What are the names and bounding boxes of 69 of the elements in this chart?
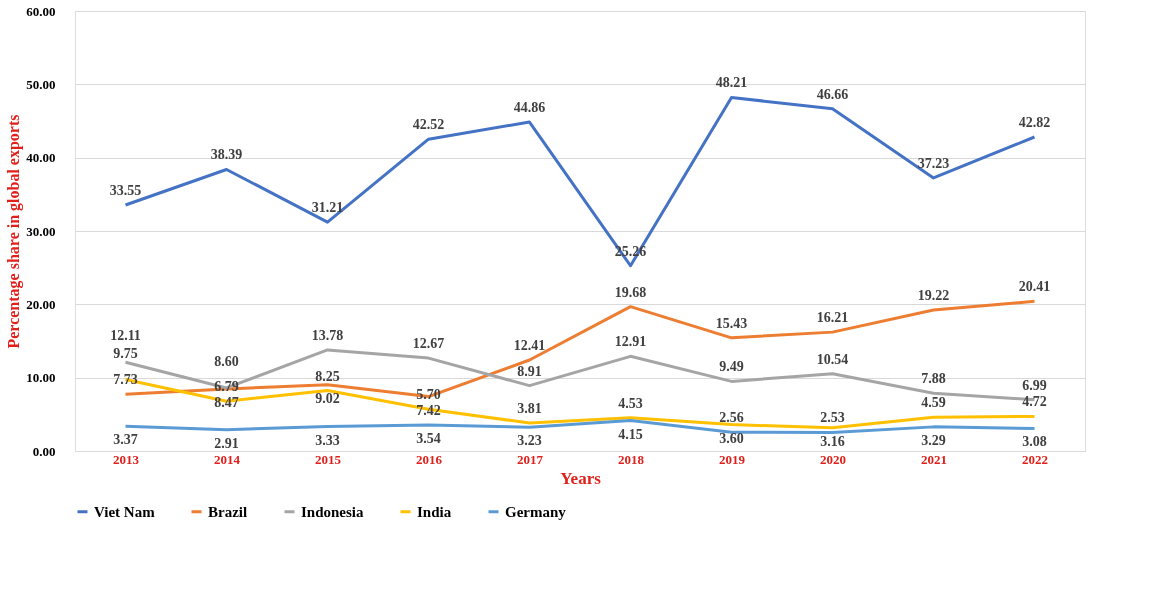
data-label: 15.43 bbox=[715, 315, 748, 331]
y-tick-label: 40.00 bbox=[26, 150, 56, 166]
x-tick-label: 2021 bbox=[921, 451, 947, 467]
data-label: 10.54 bbox=[816, 351, 849, 367]
data-label: 42.82 bbox=[1018, 114, 1051, 130]
y-axis-title: Percentage share in global exports bbox=[5, 114, 24, 349]
y-tick-label: 20.00 bbox=[26, 296, 56, 312]
data-label: 33.55 bbox=[109, 182, 142, 198]
legend-label: Germany bbox=[505, 503, 567, 520]
x-tick-label: 2014 bbox=[214, 451, 241, 467]
data-label: 2.53 bbox=[820, 410, 845, 426]
data-label: 13.78 bbox=[311, 327, 344, 343]
data-label: 3.29 bbox=[921, 432, 946, 448]
data-label: 3.23 bbox=[517, 433, 542, 449]
data-label: 4.72 bbox=[1022, 394, 1047, 410]
data-label: 3.08 bbox=[1022, 434, 1047, 450]
data-label: 4.15 bbox=[618, 426, 643, 442]
data-label: 6.99 bbox=[1022, 377, 1047, 393]
data-label: 3.16 bbox=[820, 433, 845, 449]
legend-label: Brazil bbox=[208, 503, 248, 520]
x-tick-label: 2015 bbox=[315, 451, 342, 467]
data-label: 12.67 bbox=[412, 336, 445, 352]
data-label: 3.37 bbox=[113, 432, 138, 448]
data-label: 44.86 bbox=[513, 100, 546, 116]
data-label: 8.60 bbox=[214, 353, 239, 369]
data-label: 20.41 bbox=[1018, 279, 1051, 295]
data-label: 7.73 bbox=[113, 372, 138, 388]
data-label: 16.21 bbox=[816, 310, 849, 326]
x-tick-label: 2013 bbox=[113, 451, 140, 467]
data-label: 37.23 bbox=[917, 155, 950, 171]
x-tick-label: 2016 bbox=[416, 451, 443, 467]
data-label: 3.54 bbox=[416, 431, 441, 447]
data-label: 12.41 bbox=[513, 337, 546, 353]
data-label: 19.22 bbox=[917, 288, 950, 304]
x-tick-label: 2019 bbox=[719, 451, 746, 467]
y-tick-label: 10.00 bbox=[26, 370, 56, 386]
x-tick-label: 2018 bbox=[618, 451, 645, 467]
data-label: 46.66 bbox=[816, 86, 849, 102]
y-tick-label: 30.00 bbox=[26, 223, 56, 239]
data-label: 2.56 bbox=[719, 410, 744, 426]
data-label: 48.21 bbox=[715, 75, 748, 91]
data-label: 38.39 bbox=[210, 147, 243, 163]
x-tick-label: 2022 bbox=[1022, 451, 1048, 467]
data-label: 7.88 bbox=[921, 371, 946, 387]
data-label: 19.68 bbox=[614, 284, 647, 300]
data-label: 8.91 bbox=[517, 363, 542, 379]
data-label: 9.75 bbox=[113, 345, 138, 361]
legend-label: Indonesia bbox=[301, 503, 365, 520]
data-label: 31.21 bbox=[311, 200, 344, 216]
x-axis-title: Years bbox=[560, 468, 602, 488]
data-label: 12.91 bbox=[614, 334, 647, 350]
data-label: 2.91 bbox=[214, 435, 239, 451]
y-tick-label: 60.00 bbox=[26, 3, 56, 19]
data-label: 3.60 bbox=[719, 430, 744, 446]
data-label: 4.59 bbox=[921, 395, 946, 411]
legend-label: Viet Nam bbox=[94, 503, 156, 520]
x-tick-label: 2020 bbox=[820, 451, 846, 467]
data-label: 9.49 bbox=[719, 359, 744, 375]
data-label: 3.33 bbox=[315, 432, 340, 448]
legend-label: India bbox=[417, 503, 452, 520]
data-label: 12.11 bbox=[110, 328, 141, 344]
data-label: 3.81 bbox=[517, 401, 542, 417]
data-label: 4.53 bbox=[618, 395, 643, 411]
data-label: 8.25 bbox=[315, 368, 340, 384]
x-tick-label: 2017 bbox=[517, 451, 544, 467]
data-label: 42.52 bbox=[412, 117, 445, 133]
y-tick-label: 50.00 bbox=[26, 76, 56, 92]
data-label: 9.02 bbox=[315, 390, 340, 406]
y-tick-label: 0.00 bbox=[32, 443, 56, 459]
